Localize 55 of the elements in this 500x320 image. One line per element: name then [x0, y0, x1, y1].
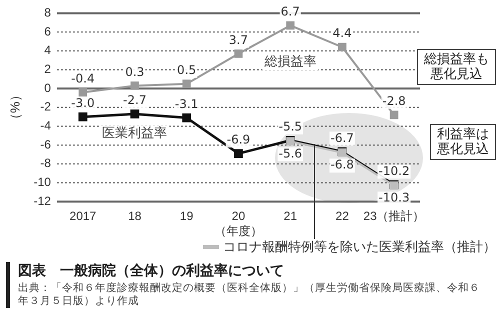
point — [182, 80, 191, 88]
point — [78, 88, 88, 97]
point — [234, 50, 243, 58]
x-tick-label: 19 — [180, 209, 194, 224]
data-label: -2.7 — [123, 93, 146, 108]
y-tick-label: -12 — [34, 194, 52, 208]
x-tick-label: 2017 — [70, 209, 97, 224]
series-label: 医業利益率 — [102, 125, 168, 142]
x-tick-label: 23（推計） — [363, 209, 425, 224]
x-axis-title: （年度） — [214, 223, 262, 240]
point — [234, 149, 243, 158]
point — [182, 113, 192, 122]
data-label: 0.5 — [177, 62, 196, 77]
y-tick-label: 0 — [44, 80, 52, 95]
y-tick-label: 2 — [44, 62, 52, 76]
text: 利益率は悪化見込 — [430, 124, 496, 160]
data-label: 6.7 — [280, 4, 300, 19]
series-label: 総損益率 — [263, 54, 316, 70]
point — [130, 82, 139, 90]
x-tick-label: 18 — [128, 209, 142, 224]
text: 総損益率も悪化見込 — [417, 48, 496, 85]
point — [338, 42, 346, 52]
y-tick-label: -10 — [34, 175, 52, 190]
data-label: -10.2 — [378, 164, 410, 178]
data-label: -10.3 — [378, 190, 410, 205]
point — [286, 21, 295, 30]
text: 図表 一般病院（全体）の利益率について — [18, 262, 285, 280]
y-tick-label: -2 — [40, 100, 52, 114]
x-tick-label: 20 — [232, 209, 246, 224]
source-note: 出典：「令和６年度診療報酬改定の概要（医科全体版）」（厚生労働省保険局医療課、令和６年３月５日版）より作成 — [18, 282, 481, 308]
y-tick-label: -8 — [40, 156, 52, 170]
point — [78, 112, 88, 122]
data-label: -3.1 — [174, 96, 198, 111]
data-label: -2.8 — [382, 94, 406, 108]
data-label: -6.7 — [330, 130, 354, 145]
y-axis-title: （%） — [7, 88, 22, 126]
legend-label: コロナ報酬特例等を除いた医業利益率（推計） — [223, 239, 496, 256]
data-label: -3.0 — [71, 96, 95, 110]
point — [390, 110, 398, 120]
y-tick-label: -4 — [40, 118, 52, 133]
y-tick-label: 6 — [44, 24, 52, 38]
x-tick-label: 22 — [336, 209, 350, 224]
data-label: 0.3 — [125, 64, 144, 79]
y-tick-label: 8 — [44, 6, 52, 20]
data-label: -5.6 — [278, 146, 302, 160]
point — [130, 110, 140, 118]
y-tick-label: -6 — [40, 137, 52, 152]
data-label: 4.4 — [332, 26, 352, 40]
data-label: -5.5 — [278, 119, 302, 134]
x-tick-label: 21 — [284, 209, 298, 224]
data-label: 3.7 — [228, 32, 248, 47]
data-label: -6.8 — [330, 158, 354, 172]
y-tick-label: 4 — [44, 43, 52, 58]
data-label: -6.9 — [226, 132, 250, 147]
data-label: -0.4 — [71, 71, 95, 86]
